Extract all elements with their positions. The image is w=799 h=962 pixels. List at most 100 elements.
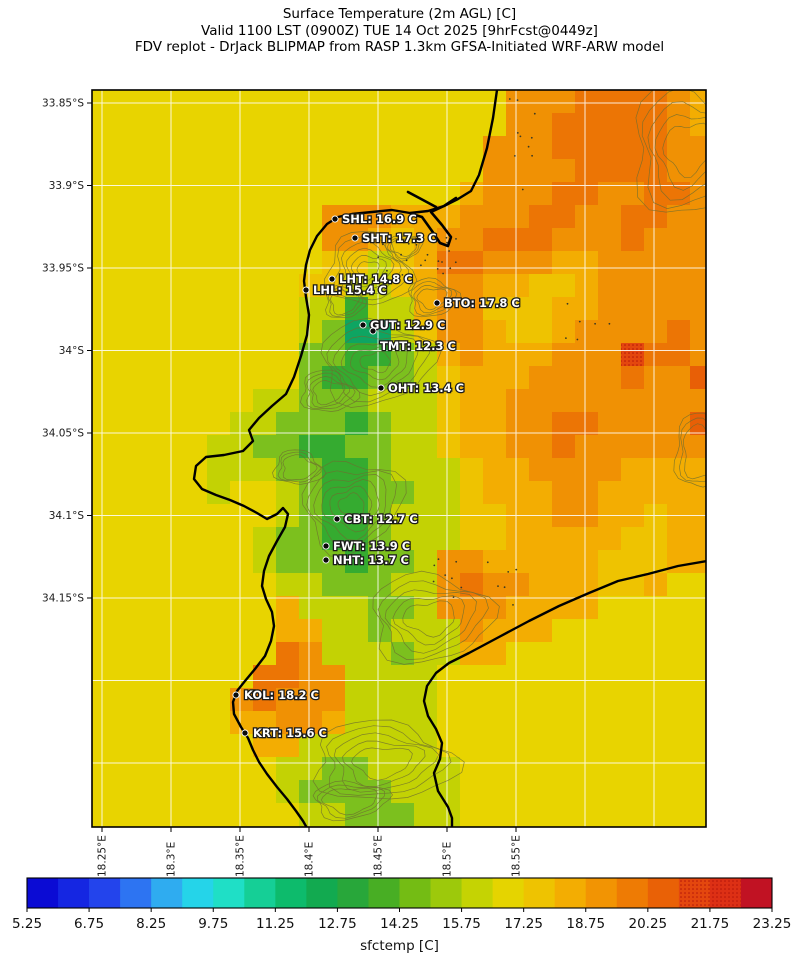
colorbar-tick-label: 20.25 [629, 916, 668, 932]
station-dot [359, 321, 367, 329]
station-dot [328, 275, 336, 283]
x-tick-label: 18.45°E [373, 835, 385, 877]
colorbar-segment [616, 878, 649, 908]
station-LHL: LHL: 15.4 C [302, 282, 388, 298]
colorbar-tick-label: 11.25 [256, 916, 295, 932]
colorbar-segment [554, 878, 587, 908]
colorbar-tick-label: 18.75 [566, 916, 605, 932]
harbor-outline [406, 190, 458, 248]
colorbar-segment [151, 878, 183, 908]
urban-speckles [377, 98, 611, 606]
station-dot [377, 384, 385, 392]
colorbar-segment [58, 878, 90, 908]
station-SHL: SHL: 16.9 C [331, 211, 418, 227]
station-label: SHT: 17.3 C [362, 231, 437, 245]
station-label: OHT: 13.4 C [388, 381, 464, 395]
colorbar-segment [275, 878, 307, 908]
y-tick-label: 34°S [59, 345, 85, 357]
station-OHT: OHT: 13.4 C [377, 380, 465, 396]
colorbar-tick-label: 21.75 [691, 916, 730, 932]
colorbar-axis-label: sfctemp [C] [360, 938, 439, 954]
colorbar-segment [182, 878, 214, 908]
colorbar-segment [523, 878, 556, 908]
x-tick-label: 18.35°E [235, 835, 247, 877]
station-label: GUT: 12.9 C [370, 318, 445, 332]
station-label: KOL: 18.2 C [244, 688, 319, 702]
station-dot [433, 299, 441, 307]
map-border [91, 89, 707, 828]
station-label: TMT: 12.3 C [380, 339, 456, 353]
colorbar-segment [461, 878, 494, 908]
colorbar-segment [740, 878, 773, 908]
x-tick-label: 18.25°E [97, 835, 109, 877]
terrain-contours [272, 90, 706, 822]
colorbar-segment [120, 878, 152, 908]
colorbar-tick-label: 8.25 [136, 916, 166, 932]
colorbar-segment [430, 878, 463, 908]
station-label: SHL: 16.9 C [342, 212, 417, 226]
station-label: FWT: 13.9 C [333, 539, 410, 553]
colorbar-segment [647, 878, 680, 908]
temperature-cells [92, 90, 706, 827]
y-tick-label: 33.9°S [49, 180, 85, 192]
y-tick-label: 33.85°S [42, 98, 84, 110]
y-tick-label: 33.95°S [42, 263, 84, 275]
station-KOL: KOL: 18.2 C [232, 687, 320, 703]
x-tick-label: 18.55°E [511, 835, 523, 877]
station-LHT: LHT: 14.8 C [328, 271, 414, 287]
station-dot [369, 327, 377, 335]
colorbar: 5.25 6.75 8.25 9.75 11.25 12.75 14.25 15.75 17.2… [12, 877, 792, 954]
station-TMT: TMT: 12.3 C [369, 327, 457, 354]
colorbar-segment [244, 878, 276, 908]
station-BTO: BTO: 17.8 C [433, 295, 521, 311]
station-FWT: FWT: 13.9 C [322, 538, 411, 554]
station-label: LHT: 14.8 C [339, 272, 413, 286]
station-label: BTO: 17.8 C [444, 296, 520, 310]
colorbar-tick-label: 15.75 [442, 916, 481, 932]
station-dot [232, 691, 240, 699]
colorbar-segment [89, 878, 121, 908]
station-dot [351, 234, 359, 242]
plot-header: Surface Temperature (2m AGL) [C] Valid 1… [0, 6, 799, 56]
colorbar-tick-label: 5.25 [12, 916, 42, 932]
station-label: LHL: 15.4 C [313, 283, 387, 297]
coastline-false-bay [422, 559, 706, 827]
station-dot [241, 729, 249, 737]
station-dot [322, 556, 330, 564]
colorbar-tick-label: 17.25 [504, 916, 543, 932]
colorbar-tick-label: 12.75 [318, 916, 357, 932]
station-dot [333, 515, 341, 523]
colorbar-segment [337, 878, 369, 908]
subtitle-model-info: FDV replot - DrJack BLIPMAP from RASP 1.… [134, 39, 665, 55]
y-tick-label: 34.1°S [49, 510, 85, 522]
station-dot [322, 542, 330, 550]
colorbar-segment [368, 878, 400, 908]
station-dot [331, 215, 339, 223]
station-dot [302, 286, 310, 294]
coastline [192, 90, 706, 827]
colorbar-tick-label: 9.75 [198, 916, 228, 932]
colorbar-segment [213, 878, 245, 908]
colorbar-tick-label: 6.75 [74, 916, 104, 932]
colorbar-segment [585, 878, 618, 908]
colorbar-tick-label: 23.25 [753, 916, 792, 932]
colorbar-segment [492, 878, 525, 908]
colorbar-segment [306, 878, 338, 908]
subtitle-valid-time: Valid 1100 LST (0900Z) TUE 14 Oct 2025 [… [201, 22, 598, 39]
station-NHT: NHT: 13.7 C [322, 552, 410, 568]
x-axis: 18.25°E 18.3°E 18.35°E 18.4°E 18.45°E 18.5°E 1… [97, 827, 523, 877]
x-tick-label: 18.5°E [442, 842, 454, 877]
station-label: CBT: 12.7 C [344, 512, 418, 526]
coastline-atlantic [192, 90, 499, 827]
station-label: NHT: 13.7 C [333, 553, 409, 567]
colorbar-segment [399, 878, 432, 908]
colorbar-segment [27, 878, 59, 908]
station-label: KRT: 15.6 C [253, 726, 327, 740]
x-tick-label: 18.4°E [304, 842, 316, 877]
colorbar-tick-label: 14.25 [380, 916, 419, 932]
station-CBT: CBT: 12.7 C [333, 511, 419, 527]
title-line: Surface Temperature (2m AGL) [C] [282, 6, 517, 22]
